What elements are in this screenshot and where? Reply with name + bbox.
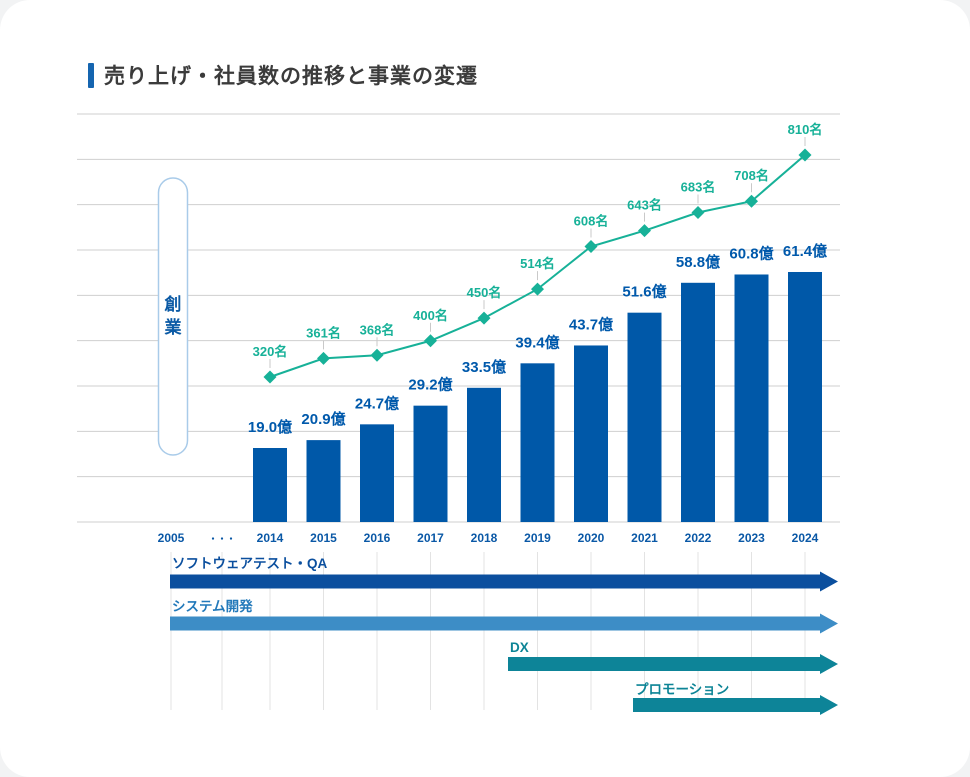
revenue-value-label: 20.9億	[301, 410, 345, 428]
revenue-bar	[253, 448, 287, 522]
revenue-bar	[788, 271, 822, 522]
revenue-value-label: 61.4億	[783, 242, 827, 260]
employee-marker	[317, 351, 330, 365]
x-axis-label: 2019	[524, 531, 551, 545]
x-axis-label: 2015	[310, 531, 337, 545]
employee-value-label: 708名	[734, 168, 769, 183]
employee-marker	[531, 282, 544, 296]
employee-value-label: 368名	[360, 322, 395, 337]
revenue-bar	[467, 387, 501, 522]
timeline-row-bar	[508, 654, 838, 674]
revenue-value-label: 51.6億	[622, 283, 666, 301]
employee-value-label: 320名	[253, 344, 288, 359]
employee-value-label: 810名	[788, 122, 823, 137]
revenue-value-label: 29.2億	[408, 376, 452, 394]
employee-marker	[477, 311, 491, 325]
founding-capsule	[157, 177, 189, 456]
timeline-row-label: DX	[510, 640, 529, 655]
employee-marker	[745, 194, 758, 208]
x-axis-label: 2024	[792, 531, 819, 545]
x-axis-label: 2021	[631, 531, 658, 545]
timeline-row-bar	[170, 571, 838, 592]
employee-marker	[638, 224, 651, 238]
revenue-bar	[627, 312, 662, 522]
revenue-bar	[306, 440, 341, 522]
title-accent-bar	[88, 62, 94, 88]
employee-marker	[584, 240, 598, 254]
employee-value-label: 608名	[574, 214, 609, 229]
revenue-bar	[734, 274, 769, 522]
timeline-row-label: プロモーション	[635, 682, 729, 697]
x-axis-label: 2014	[257, 531, 284, 545]
employee-marker	[691, 206, 705, 220]
employee-value-label: 450名	[467, 285, 502, 300]
employee-value-label: 361名	[306, 325, 341, 340]
revenue-bar	[360, 424, 394, 522]
employee-marker	[263, 370, 277, 384]
revenue-value-label: 24.7億	[355, 394, 399, 412]
x-axis-label: 2020	[578, 531, 605, 545]
founding-label: 創	[164, 294, 182, 314]
timeline-row-label: システム開発	[172, 598, 253, 614]
timeline-row-label: ソフトウェアテスト・QA	[172, 556, 328, 571]
employee-value-label: 643名	[627, 198, 662, 213]
employee-marker	[798, 148, 812, 162]
x-axis-label: 2017	[417, 531, 444, 545]
revenue-bar	[413, 405, 448, 522]
title-row: 売り上げ・社員数の推移と事業の変遷	[88, 60, 478, 90]
x-axis-label: 2016	[364, 531, 391, 545]
employee-marker	[424, 334, 437, 348]
revenue-value-label: 58.8億	[676, 253, 720, 271]
revenue-value-label: 19.0億	[248, 418, 292, 436]
revenue-bar	[574, 345, 608, 522]
timeline-row-bar	[633, 695, 838, 715]
employee-value-label: 683名	[681, 180, 716, 195]
revenue-bar	[681, 282, 715, 522]
revenue-value-label: 39.4億	[515, 333, 559, 351]
timeline-row-bar	[170, 613, 838, 634]
employee-value-label: 514名	[520, 256, 555, 271]
page-title: 売り上げ・社員数の推移と事業の変遷	[104, 65, 478, 88]
employee-value-label: 400名	[413, 308, 448, 323]
revenue-value-label: 60.8億	[729, 244, 773, 262]
employee-marker	[370, 348, 384, 362]
revenue-value-label: 33.5億	[462, 358, 506, 376]
x-axis-label: 2023	[738, 531, 765, 545]
x-axis-label: 2005	[158, 531, 185, 545]
revenue-bar	[520, 363, 555, 522]
revenue-value-label: 43.7億	[569, 315, 613, 333]
x-axis-label: 2022	[685, 531, 712, 545]
x-axis-label: ・・・	[208, 534, 235, 544]
x-axis-label: 2018	[471, 531, 498, 545]
founding-label: 業	[165, 317, 182, 337]
